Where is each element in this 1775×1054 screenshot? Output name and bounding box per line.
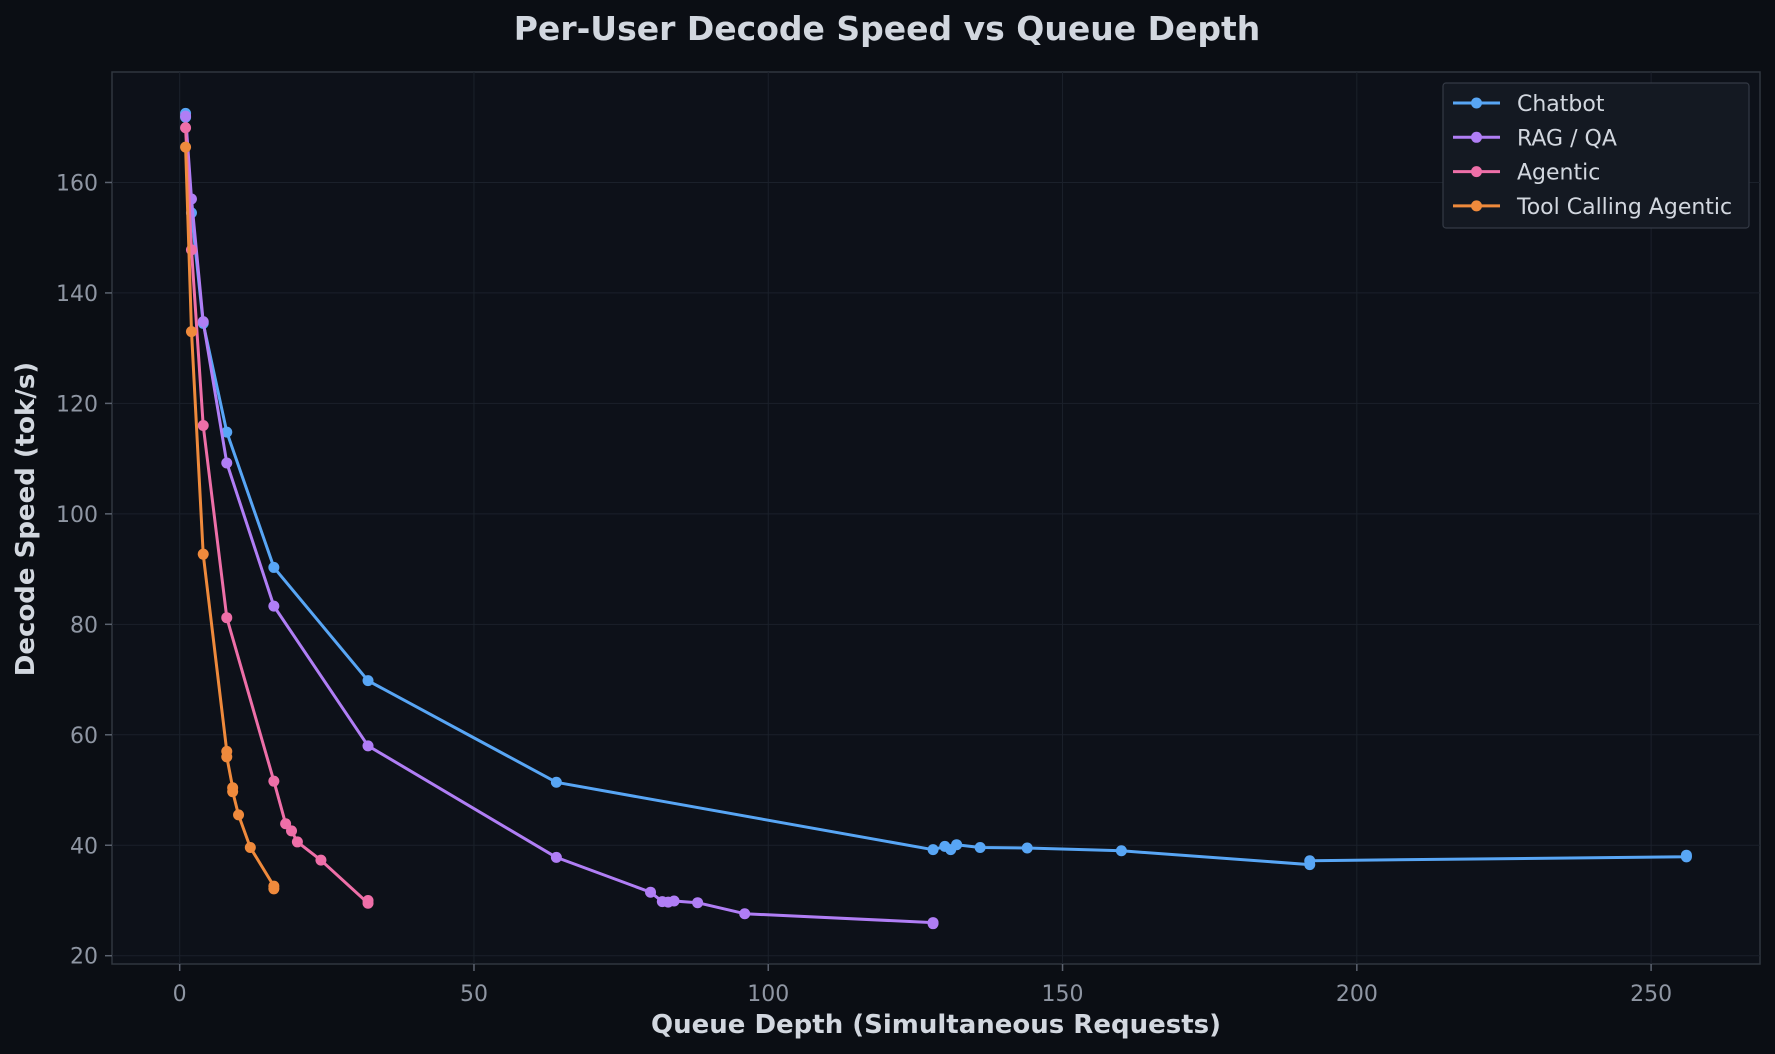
data-point [197,548,209,560]
data-point [197,316,209,328]
data-point [362,675,374,687]
y-tick-label: 140 [56,282,98,307]
y-tick-label: 60 [70,724,98,749]
legend-marker [1471,166,1482,178]
x-tick-label: 200 [1336,982,1378,1007]
y-axis-label: Decode Speed (tok/s) [11,362,41,676]
y-tick-label: 40 [70,834,98,859]
legend-item: Tool Calling Agentic [1453,195,1732,220]
data-point [185,326,197,338]
data-point [315,854,327,866]
data-point [268,883,280,895]
series-rag-qa [180,110,939,930]
data-point [268,600,280,612]
data-point [221,457,233,469]
legend-label: Tool Calling Agentic [1516,195,1732,220]
data-point [244,841,256,853]
y-tick-label: 100 [56,503,98,528]
legend-item: Chatbot [1453,92,1605,117]
x-tick-label: 100 [747,982,789,1007]
legend-marker [1471,200,1482,212]
y-tick-label: 160 [56,171,98,196]
data-point [286,825,298,837]
data-point [221,426,233,438]
data-point [739,908,751,920]
x-tick-label: 250 [1630,982,1672,1007]
data-point [180,110,192,122]
data-point [197,419,209,431]
legend-label: Chatbot [1517,92,1605,117]
data-point [233,809,245,821]
legend-marker [1471,97,1482,109]
data-point [180,122,192,134]
data-point [1304,855,1316,867]
chart-title: Per-User Decode Speed vs Queue Depth [514,9,1260,48]
data-point [221,751,233,763]
data-point [227,786,239,798]
y-axis-ticks: 20 40 60 80 100 120 140 160 [56,171,112,970]
data-point [268,561,280,573]
y-tick-label: 20 [70,945,98,970]
data-point [362,740,374,752]
x-tick-label: 0 [173,982,187,1007]
data-point [268,775,280,787]
legend-marker [1471,131,1482,143]
data-point [951,839,963,851]
legend-item: Agentic [1453,161,1600,186]
data-point [362,894,374,906]
legend-box [1442,82,1750,229]
legend-item: RAG / QA [1453,126,1617,151]
series-tool-calling-agentic [180,141,280,895]
data-point [645,886,657,898]
legend: Chatbot RAG / QA Agentic Tool Calling Agent… [1442,82,1750,229]
data-point [927,844,939,856]
x-axis-ticks: 0 50 100 150 200 250 [173,964,1672,1007]
x-tick-label: 50 [460,982,488,1007]
data-point [927,918,939,930]
data-point [550,776,562,788]
data-point [1021,842,1033,854]
x-tick-label: 150 [1042,982,1084,1007]
data-point [1115,845,1127,857]
data-point [221,612,233,624]
data-point [550,851,562,863]
data-point [668,895,680,907]
data-point [180,141,192,153]
y-tick-label: 120 [56,392,98,417]
legend-label: Agentic [1517,161,1600,186]
data-point [291,836,303,848]
data-point [692,897,704,909]
x-axis-label: Queue Depth (Simultaneous Requests) [651,1010,1221,1040]
y-tick-label: 80 [70,613,98,638]
series-layer [180,107,1692,930]
data-point [974,841,986,853]
data-point [1680,849,1692,861]
legend-label: RAG / QA [1517,126,1617,151]
